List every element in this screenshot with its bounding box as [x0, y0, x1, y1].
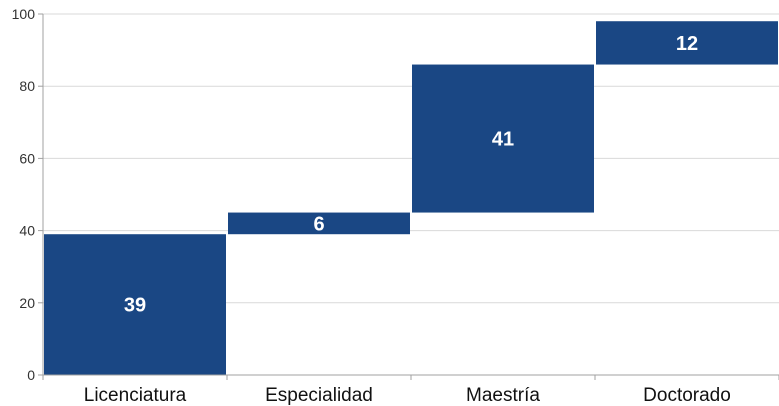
bars [44, 21, 778, 375]
y-tick-label: 20 [19, 295, 35, 311]
y-tick-label: 60 [19, 150, 35, 166]
bar-especialidad [228, 212, 410, 235]
axes [38, 13, 779, 380]
y-tick-label: 40 [19, 223, 35, 239]
data-label: 6 [313, 213, 324, 235]
x-tick-label: Especialidad [265, 385, 373, 406]
y-tick-label: 0 [27, 367, 35, 383]
x-tick-label: Doctorado [643, 385, 731, 406]
y-tick-label: 80 [19, 78, 35, 94]
bar-licenciatura [44, 234, 226, 375]
data-label: 41 [492, 129, 514, 151]
labels: 0 20 40 60 80 100 39 Licenciatura 6 Especialidad 4… [12, 6, 731, 406]
gridlines [43, 13, 779, 304]
bar-doctorado [596, 21, 778, 65]
data-label: 12 [676, 33, 698, 55]
bar-maestría [412, 64, 594, 213]
data-label: 39 [124, 295, 146, 317]
x-tick-label: Maestría [466, 385, 540, 406]
x-tick-label: Licenciatura [84, 385, 187, 406]
y-tick-label: 100 [12, 6, 36, 22]
